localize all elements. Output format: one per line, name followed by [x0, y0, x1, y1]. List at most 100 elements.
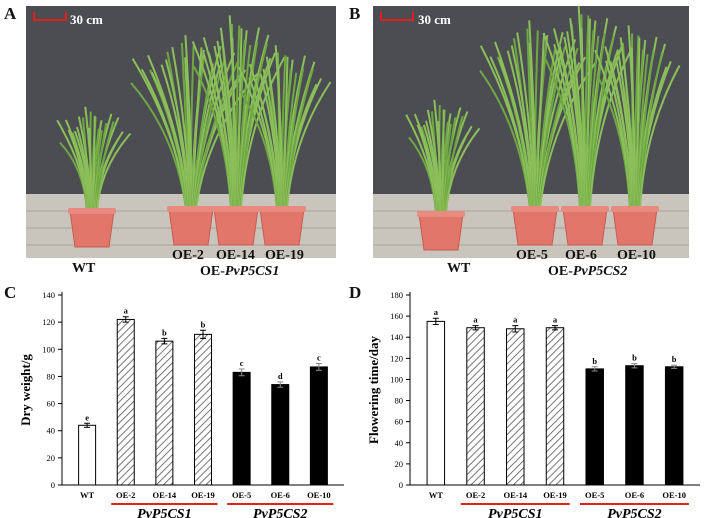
x-tick-label: WT	[80, 490, 95, 500]
group-gene-b: PvP5CS2	[572, 264, 628, 279]
x-tick-label: OE-19	[543, 490, 567, 500]
group-label: PvP5CS1	[137, 507, 191, 518]
group-label-a: OE-PvP5CS1	[200, 264, 279, 280]
bar-wt	[426, 320, 446, 486]
pot-rim	[212, 206, 260, 212]
significance-letter: a	[553, 315, 558, 325]
x-tick-label: OE-6	[625, 490, 644, 500]
x-tick-label: OE-5	[232, 490, 251, 500]
group-label-b: OE-PvP5CS2	[548, 264, 627, 280]
group-label: PvP5CS2	[253, 507, 307, 518]
y-axis-label: Flowering time/day	[366, 336, 381, 444]
error-bar	[161, 337, 168, 345]
grass-blade	[445, 127, 481, 215]
line-label-b-3: OE-10	[617, 248, 656, 263]
x-tick-label: OE-2	[116, 490, 135, 500]
pot-rim	[68, 208, 116, 214]
x-tick-label: OE-5	[585, 490, 604, 500]
significance-letter: c	[240, 358, 244, 368]
photo-panel-b	[373, 6, 689, 258]
y-tick-label: 140	[42, 290, 55, 300]
plant-oe-10	[594, 25, 681, 246]
grass-blade	[240, 56, 286, 210]
group-gene-a: PvP5CS1	[224, 264, 280, 279]
significance-letter: c	[317, 353, 321, 363]
pot-rim	[258, 206, 306, 212]
y-tick-label: 0	[51, 480, 55, 490]
flower-pot	[612, 208, 658, 246]
chart-c-svg: 0 20 40 60 80 100 120 140 Dry weight/g e WT a OE-2 b O…	[18, 290, 344, 518]
flower-pot	[418, 213, 464, 251]
bar-oe-5	[232, 371, 251, 486]
panel-letter-c: C	[4, 283, 17, 302]
line-label-a-3: OE-19	[265, 248, 304, 263]
bar-wt	[78, 424, 97, 486]
panel-letter-b: B	[349, 4, 361, 23]
bar-oe-2	[466, 327, 485, 486]
bar-oe-10	[309, 366, 328, 486]
y-tick-label: 0	[399, 480, 403, 490]
y-tick-label: 120	[42, 317, 55, 327]
y-tick-label: 60	[47, 399, 56, 409]
x-tick-label: OE-2	[466, 490, 485, 500]
bar-oe-6	[625, 365, 644, 486]
chart-d-svg: 0 20 40 60 80 100 120 140 160 180 Flowering time/d…	[366, 290, 700, 518]
error-bar	[84, 422, 91, 428]
x-tick-label: OE-10	[307, 490, 331, 500]
significance-letter: b	[162, 327, 167, 337]
chart-flowering-time: 0 20 40 60 80 100 120 140 160 180 Flowering time/d…	[350, 280, 706, 518]
grass-blade	[96, 132, 132, 212]
x-tick-label: OE-14	[153, 490, 177, 500]
wt-label-a: WT	[72, 261, 96, 276]
error-bar	[512, 325, 519, 333]
y-tick-label: 120	[390, 353, 403, 363]
significance-letter: b	[201, 319, 206, 329]
error-bar	[591, 366, 598, 372]
plant-wt	[56, 106, 132, 248]
error-bar	[432, 317, 439, 326]
error-bar	[472, 325, 479, 331]
scale-bar-label-b: 30 cm	[418, 12, 451, 27]
y-tick-label: 140	[390, 332, 403, 342]
group-label: PvP5CS1	[488, 507, 542, 518]
y-tick-label: 80	[47, 371, 56, 381]
line-label-a-1: OE-2	[172, 248, 204, 263]
bar-oe-19	[545, 327, 565, 486]
pot-rim	[611, 206, 659, 212]
y-tick-label: 60	[395, 417, 404, 427]
y-tick-label: 160	[390, 311, 403, 321]
y-tick-label: 80	[395, 396, 404, 406]
group-label: PvP5CS2	[607, 507, 661, 518]
bar-oe-14	[155, 340, 174, 486]
grass-blade	[286, 81, 332, 210]
significance-letter: b	[592, 356, 597, 366]
line-label-b-1: OE-5	[516, 248, 548, 263]
pot-rim	[167, 206, 215, 212]
line-label-b-2: OE-6	[565, 248, 597, 263]
panel-letter-d: D	[349, 283, 362, 302]
x-tick-label: OE-14	[503, 490, 527, 500]
significance-letter: d	[278, 371, 283, 381]
chart-dry-weight: 0 20 40 60 80 100 120 140 Dry weight/g e WT a OE-2 b O…	[0, 280, 350, 518]
grass-blade	[639, 65, 681, 210]
y-tick-label: 100	[390, 374, 403, 384]
scale-bar	[380, 12, 414, 21]
x-tick-label: OE-19	[191, 490, 215, 500]
significance-letter: a	[513, 315, 518, 325]
bar-oe-10	[664, 366, 684, 486]
plant-oe-14	[191, 15, 286, 246]
x-tick-label: OE-6	[271, 490, 290, 500]
flower-pot	[512, 208, 558, 246]
error-bar	[671, 364, 678, 369]
y-axis-label: Dry weight/g	[18, 354, 33, 426]
bar-oe-6	[271, 384, 290, 486]
pot-rim	[511, 206, 559, 212]
pot-rim	[561, 206, 609, 212]
plant-group-b	[405, 6, 681, 251]
error-bar	[200, 329, 206, 339]
significance-letter: a	[434, 307, 439, 317]
photo-a-illustration	[26, 6, 336, 258]
y-tick-label: 40	[47, 426, 56, 436]
flower-pot	[213, 208, 259, 246]
significance-letter: a	[124, 306, 129, 316]
